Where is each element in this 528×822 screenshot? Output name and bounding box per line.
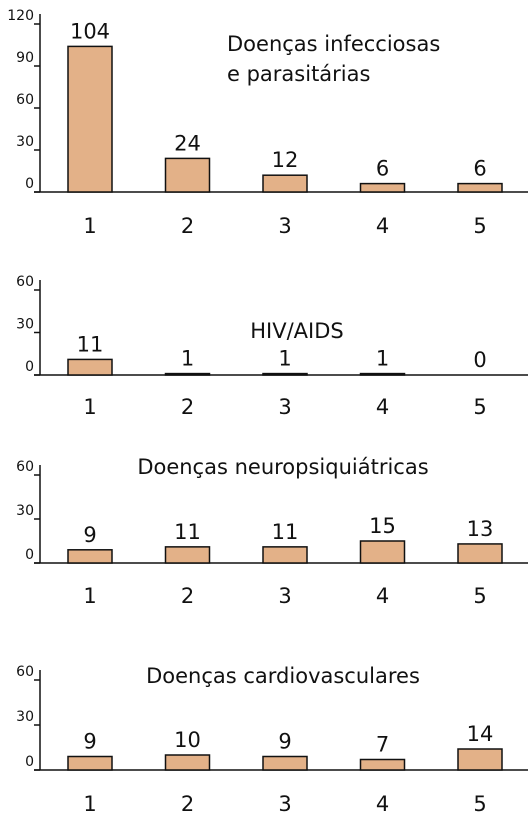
- y-tick-label: 0: [25, 359, 34, 375]
- x-tick-label: 5: [473, 214, 486, 238]
- x-tick-label: 2: [181, 792, 194, 816]
- value-label: 104: [70, 19, 110, 43]
- x-tick-label: 4: [376, 792, 389, 816]
- y-tick-label: 30: [16, 503, 34, 519]
- value-label: 6: [376, 157, 389, 181]
- y-tick-label: 30: [16, 134, 34, 150]
- x-tick-label: 4: [376, 214, 389, 238]
- value-label: 12: [272, 148, 299, 172]
- y-tick-label: 30: [16, 709, 34, 725]
- chart-title: Doenças cardiovasculares: [146, 664, 420, 688]
- x-tick-label: 5: [473, 395, 486, 419]
- chart-title: e parasitárias: [227, 62, 370, 86]
- y-tick-label: 120: [7, 8, 34, 24]
- value-label: 1: [376, 347, 389, 371]
- bar: [67, 358, 113, 376]
- value-label: 15: [369, 514, 396, 538]
- bar: [164, 157, 211, 193]
- y-tick-label: 0: [25, 176, 34, 192]
- y-tick-label: 0: [25, 547, 34, 563]
- value-label: 11: [272, 520, 299, 544]
- value-label: 14: [467, 722, 494, 746]
- y-tick-label: 60: [16, 459, 34, 475]
- value-label: 9: [278, 730, 291, 754]
- y-tick-label: 60: [16, 274, 34, 290]
- bar: [67, 45, 113, 193]
- y-tick-label: 60: [16, 92, 34, 108]
- value-label: 10: [174, 728, 201, 752]
- bar: [262, 546, 308, 564]
- bar: [457, 748, 503, 771]
- x-tick-label: 1: [83, 792, 96, 816]
- x-tick-label: 1: [83, 584, 96, 608]
- value-label: 1: [181, 347, 194, 371]
- x-tick-label: 4: [376, 395, 389, 419]
- x-tick-label: 3: [278, 395, 291, 419]
- y-tick-label: 60: [16, 664, 34, 680]
- value-label: 24: [174, 131, 201, 155]
- x-tick-label: 3: [278, 792, 291, 816]
- x-tick-label: 4: [376, 584, 389, 608]
- value-label: 11: [174, 520, 201, 544]
- bar: [262, 372, 308, 376]
- bar: [67, 755, 113, 771]
- x-tick-label: 3: [278, 214, 291, 238]
- bar: [164, 754, 211, 771]
- bar: [457, 543, 503, 564]
- bar: [359, 540, 406, 564]
- y-tick-label: 30: [16, 317, 34, 333]
- x-tick-label: 2: [181, 395, 194, 419]
- y-tick-label: 90: [16, 50, 34, 66]
- bar: [67, 549, 113, 564]
- y-tick-label: 0: [25, 754, 34, 770]
- bar: [359, 758, 406, 771]
- value-label: 11: [77, 332, 104, 356]
- value-label: 9: [83, 730, 96, 754]
- value-label: 6: [473, 157, 486, 181]
- x-tick-label: 5: [473, 584, 486, 608]
- x-tick-label: 5: [473, 792, 486, 816]
- chart-title: Doenças infecciosas: [227, 32, 440, 56]
- value-label: 9: [83, 523, 96, 547]
- x-tick-label: 1: [83, 395, 96, 419]
- bar: [359, 182, 406, 193]
- chart-title: HIV/AIDS: [250, 319, 344, 343]
- value-label: 7: [376, 733, 389, 757]
- value-label: 1: [278, 347, 291, 371]
- bar: [164, 546, 211, 564]
- bar: [457, 182, 503, 193]
- bar: [359, 372, 406, 376]
- bar: [164, 372, 211, 376]
- bar: [262, 174, 308, 193]
- value-label: 0: [473, 348, 486, 372]
- x-tick-label: 1: [83, 214, 96, 238]
- x-tick-label: 2: [181, 214, 194, 238]
- chart-title: Doenças neuropsiquiátricas: [137, 455, 428, 479]
- bar: [262, 755, 308, 771]
- x-tick-label: 3: [278, 584, 291, 608]
- x-tick-label: 2: [181, 584, 194, 608]
- value-label: 13: [467, 517, 494, 541]
